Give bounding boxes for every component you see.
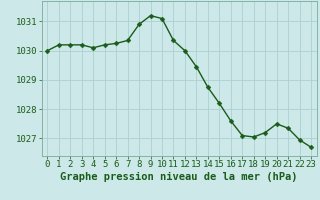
X-axis label: Graphe pression niveau de la mer (hPa): Graphe pression niveau de la mer (hPa): [60, 172, 298, 182]
